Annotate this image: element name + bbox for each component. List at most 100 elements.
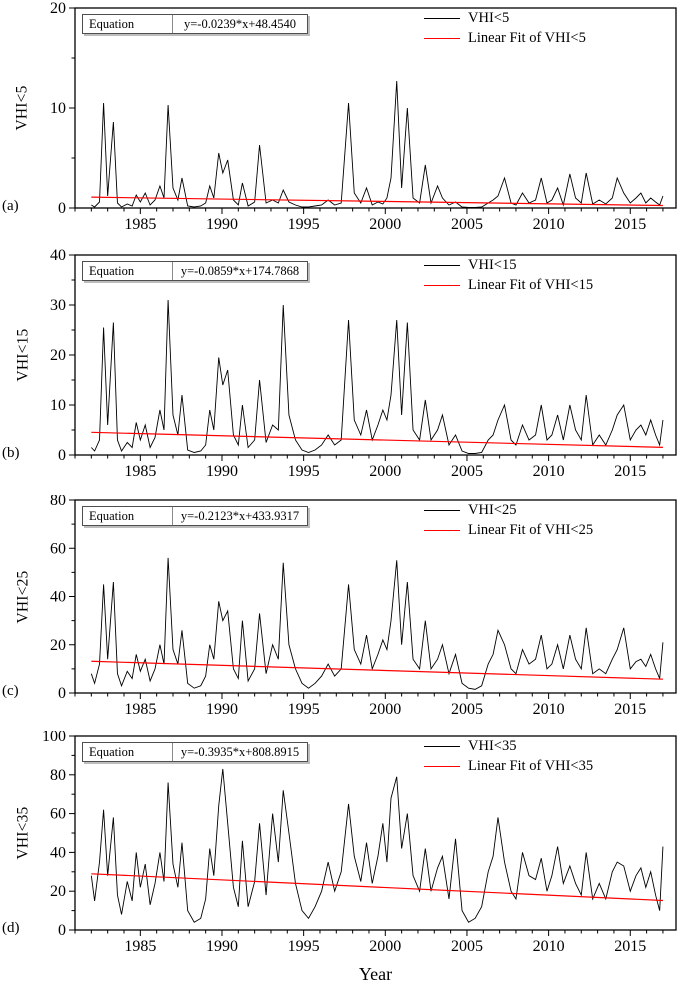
svg-text:2000: 2000 — [369, 701, 401, 718]
panel-letter-d: (d) — [2, 920, 20, 936]
svg-text:1990: 1990 — [206, 463, 238, 480]
svg-text:2010: 2010 — [533, 463, 565, 480]
svg-text:1995: 1995 — [288, 216, 320, 233]
fit-line-swatch — [424, 765, 460, 767]
legend-row-fit-a: Linear Fit of VHI<5 — [424, 29, 586, 49]
svg-text:1990: 1990 — [206, 938, 238, 955]
svg-text:0: 0 — [58, 200, 66, 217]
svg-text:2015: 2015 — [614, 463, 646, 480]
svg-text:2005: 2005 — [451, 463, 483, 480]
legend-label-series-a: VHI<5 — [468, 10, 510, 27]
panel-b: 1985 1990 1995 2000 2005 2010 2015 0 10 20 30 40 VH… — [0, 248, 685, 495]
equation-box-a: Equation y=-0.0239*x+48.4540 — [82, 14, 308, 34]
svg-text:60: 60 — [50, 806, 66, 823]
svg-text:1995: 1995 — [288, 938, 320, 955]
svg-text:0: 0 — [58, 685, 66, 702]
svg-text:2015: 2015 — [614, 938, 646, 955]
svg-text:20: 20 — [50, 883, 66, 900]
legend-a: VHI<5 Linear Fit of VHI<5 — [424, 9, 586, 48]
svg-text:40: 40 — [50, 589, 66, 606]
svg-text:1985: 1985 — [124, 463, 156, 480]
legend-label-series-c: VHI<25 — [468, 502, 517, 519]
equation-box-b: Equation y=-0.0859*x+174.7868 — [82, 261, 308, 281]
svg-text:2000: 2000 — [369, 938, 401, 955]
svg-text:30: 30 — [50, 297, 66, 314]
plot-area-a: 1985 1990 1995 2000 2005 2010 2015 0 10 20 — [50, 0, 677, 233]
legend-label-series-b: VHI<15 — [468, 257, 517, 274]
equation-label-c: Equation — [83, 507, 173, 525]
panel-a: 1985 1990 1995 2000 2005 2010 2015 0 10 20 VHI<5 … — [0, 0, 685, 248]
svg-text:10: 10 — [50, 100, 66, 117]
legend-label-fit-b: Linear Fit of VHI<15 — [468, 276, 594, 293]
svg-text:2005: 2005 — [451, 938, 483, 955]
fit-line-swatch — [424, 37, 460, 39]
legend-label-series-d: VHI<35 — [468, 738, 517, 755]
panel-letter-b: (b) — [2, 445, 20, 461]
panel-letter-a: (a) — [2, 198, 19, 214]
legend-label-fit-a: Linear Fit of VHI<5 — [468, 29, 586, 46]
svg-text:1985: 1985 — [124, 701, 156, 718]
svg-text:1995: 1995 — [288, 463, 320, 480]
svg-text:40: 40 — [50, 248, 66, 264]
panel-c: 1985 1990 1995 2000 2005 2010 2015 0 20 40 60 80 VH… — [0, 495, 685, 731]
svg-text:100: 100 — [42, 731, 66, 745]
equation-label-a: Equation — [83, 15, 173, 33]
legend-b: VHI<15 Linear Fit of VHI<15 — [424, 256, 593, 295]
svg-text:2000: 2000 — [369, 463, 401, 480]
svg-text:1990: 1990 — [206, 216, 238, 233]
panel-letter-c: (c) — [2, 683, 19, 699]
svg-text:20: 20 — [50, 637, 66, 654]
svg-text:0: 0 — [58, 922, 66, 939]
svg-text:2005: 2005 — [451, 701, 483, 718]
legend-row-fit-b: Linear Fit of VHI<15 — [424, 276, 593, 296]
svg-text:2015: 2015 — [614, 701, 646, 718]
series-line-swatch — [424, 18, 460, 20]
legend-label-fit-d: Linear Fit of VHI<35 — [468, 757, 594, 774]
series-line-swatch — [424, 510, 460, 512]
svg-text:40: 40 — [50, 844, 66, 861]
legend-row-series-b: VHI<15 — [424, 256, 593, 276]
svg-text:2005: 2005 — [451, 216, 483, 233]
svg-text:2010: 2010 — [533, 216, 565, 233]
equation-box-d: Equation y=-0.3935*x+808.8915 — [82, 742, 308, 762]
svg-text:80: 80 — [50, 767, 66, 784]
series-line-swatch — [424, 265, 460, 267]
svg-text:0: 0 — [58, 447, 66, 464]
plot-area-b: 1985 1990 1995 2000 2005 2010 2015 0 10 20 30 40 — [50, 248, 677, 480]
legend-row-series-c: VHI<25 — [424, 501, 593, 521]
legend-c: VHI<25 Linear Fit of VHI<25 — [424, 501, 593, 540]
svg-text:2000: 2000 — [369, 216, 401, 233]
svg-text:60: 60 — [50, 540, 66, 557]
legend-row-series-a: VHI<5 — [424, 9, 586, 29]
svg-text:20: 20 — [50, 347, 66, 364]
equation-box-c: Equation y=-0.2123*x+433.9317 — [82, 506, 308, 526]
svg-text:10: 10 — [50, 397, 66, 414]
equation-value-a: y=-0.0239*x+48.4540 — [183, 17, 296, 31]
plot-area-c: 1985 1990 1995 2000 2005 2010 2015 0 20 40 60 80 — [50, 495, 677, 718]
equation-label-b: Equation — [83, 262, 173, 280]
legend-row-fit-d: Linear Fit of VHI<35 — [424, 757, 593, 777]
legend-row-fit-c: Linear Fit of VHI<25 — [424, 521, 593, 541]
svg-text:2010: 2010 — [533, 938, 565, 955]
fit-line-swatch — [424, 529, 460, 531]
series-line-swatch — [424, 746, 460, 748]
svg-text:80: 80 — [50, 495, 66, 509]
svg-text:2010: 2010 — [533, 701, 565, 718]
legend-label-fit-c: Linear Fit of VHI<25 — [468, 521, 594, 538]
legend-row-series-d: VHI<35 — [424, 737, 593, 757]
svg-text:20: 20 — [50, 0, 66, 17]
panel-d: 1985 1990 1995 2000 2005 2010 2015 0 20 40 60 80 100… — [0, 731, 685, 998]
svg-text:1995: 1995 — [288, 701, 320, 718]
svg-text:1985: 1985 — [124, 216, 156, 233]
equation-value-c: y=-0.2123*x+433.9317 — [180, 509, 300, 523]
legend-d: VHI<35 Linear Fit of VHI<35 — [424, 737, 593, 776]
equation-label-d: Equation — [83, 743, 173, 761]
svg-text:2015: 2015 — [614, 216, 646, 233]
plot-area-d: 1985 1990 1995 2000 2005 2010 2015 0 20 40 60 80 100 — [42, 731, 677, 955]
fit-line-swatch — [424, 284, 460, 286]
equation-value-d: y=-0.3935*x+808.8915 — [180, 745, 300, 759]
equation-value-b: y=-0.0859*x+174.7868 — [180, 264, 300, 278]
svg-text:1990: 1990 — [206, 701, 238, 718]
x-axis-label: Year — [358, 964, 393, 984]
